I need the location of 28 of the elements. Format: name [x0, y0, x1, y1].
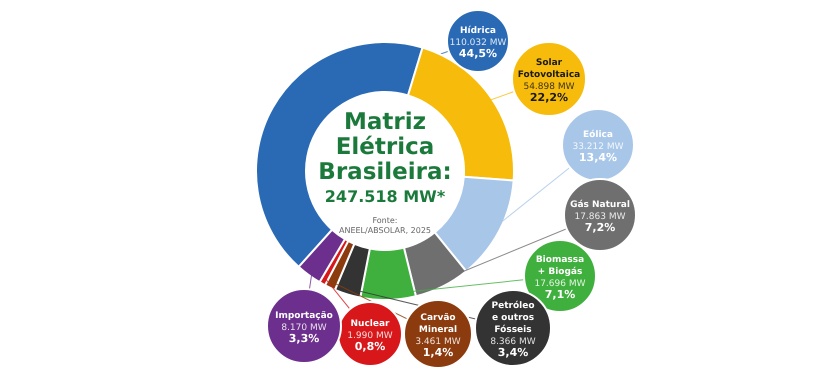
data-label: 3.461 MW	[415, 337, 461, 347]
source-note: Fonte: ANEEL/ABSOLAR, 2025	[338, 216, 432, 235]
slice-label: Petróleo e outros Fósseis	[492, 300, 534, 335]
data-label: 33.212 MW	[572, 142, 624, 152]
text: 1,4%	[422, 346, 454, 359]
slice-label: Hídrica	[460, 25, 496, 36]
text: 0,8%	[354, 340, 386, 353]
text: 7,1%	[544, 288, 576, 301]
data-label: 1.990 MW	[347, 331, 393, 341]
data-label: 110.032 MW	[450, 38, 506, 48]
slice-label: Gás Natural	[570, 199, 630, 210]
slice-label: Eólica	[583, 129, 613, 140]
text: 247.518 MW*	[324, 187, 446, 206]
data-label: 17.696 MW	[534, 279, 586, 289]
slice-label: Importação	[275, 311, 333, 321]
data-label: 17.863 MW	[574, 212, 626, 222]
slice-label: Carvão Mineral	[418, 313, 458, 335]
slice-label: Biomassa + Biogás	[536, 255, 584, 277]
text: 13,4%	[578, 151, 618, 164]
text: 44,5%	[458, 47, 498, 60]
data-label: 8.366 MW	[490, 337, 536, 347]
slice-label: Nuclear	[350, 319, 390, 329]
text: Matriz Elétrica Brasileira:	[318, 109, 452, 185]
text: 3,4%	[498, 346, 528, 359]
slice-label: Solar Fotovoltaica	[518, 58, 580, 80]
text: 7,2%	[584, 221, 616, 234]
text: 3,3%	[288, 332, 320, 345]
data-label: 8.170 MW	[281, 323, 327, 333]
